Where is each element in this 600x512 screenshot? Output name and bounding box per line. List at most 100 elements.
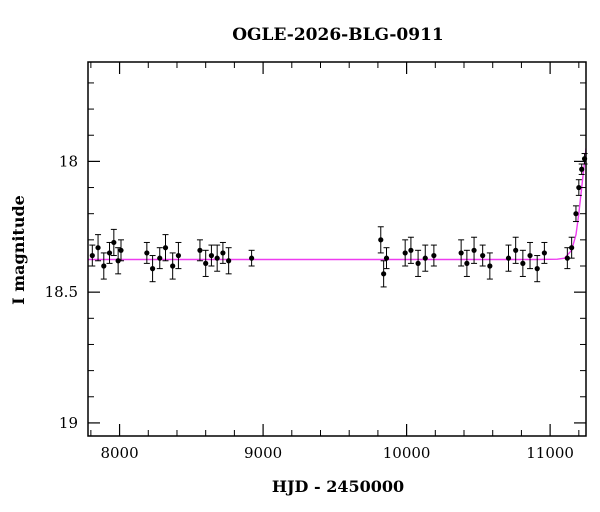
data-marker [520,260,526,266]
data-point [519,249,526,277]
data-marker [170,263,176,269]
data-marker [118,247,124,253]
data-marker [408,247,414,253]
y-axis-label: I magnitude [9,195,28,305]
data-point [527,241,534,270]
data-marker [573,211,579,217]
data-marker [162,245,169,251]
data-point [479,244,486,267]
data-point [214,244,221,272]
data-point [572,205,579,223]
data-point [162,234,169,262]
data-point [486,252,493,280]
data-point [248,249,255,267]
x-axis-label: HJD - 2450000 [272,477,404,496]
data-point [430,244,437,267]
data-marker [226,258,232,264]
data-point [377,226,384,254]
data-point [458,239,465,267]
data-marker [208,252,215,259]
y-tick-label: 18.5 [45,283,78,301]
data-marker [101,263,107,269]
data-marker [458,250,464,256]
data-point [156,247,163,270]
data-point [118,239,125,262]
data-marker [422,255,428,261]
data-marker [249,255,255,261]
data-marker [203,260,209,266]
data-marker [89,252,95,259]
data-point [575,179,582,196]
data-marker [505,255,512,261]
data-point [95,234,102,262]
data-marker [527,252,533,259]
data-point [512,236,519,264]
data-marker [513,247,519,253]
data-marker [431,252,437,259]
data-point [505,244,512,272]
data-point [402,239,409,267]
x-tick-label: 8000 [100,444,138,462]
plot-area [88,148,588,288]
data-marker [480,252,486,259]
axis-ticks: 8000 9000 10000 11000 18 18.5 19 [45,62,586,462]
data-point [219,241,226,264]
data-marker [220,250,226,256]
data-marker [415,260,421,266]
data-point [380,260,387,288]
data-point [383,247,390,270]
data-marker [144,250,150,256]
data-point [463,249,470,277]
data-point [143,241,150,264]
data-point [568,236,575,259]
data-marker [471,247,477,253]
data-point [202,249,209,277]
data-point [541,241,548,264]
data-point [110,228,117,257]
data-marker [111,239,117,246]
data-point [100,252,107,280]
x-tick-label: 11000 [526,444,574,462]
data-marker [564,255,570,261]
y-tick-label: 19 [59,414,78,432]
data-marker [149,266,156,272]
data-point [169,252,176,280]
data-marker [106,250,113,256]
data-point [407,236,414,264]
data-point [564,247,571,270]
data-marker [579,166,585,172]
data-point [471,236,478,264]
data-marker [576,184,582,191]
data-marker [487,263,493,269]
data-point [422,244,429,272]
x-tick-label: 10000 [383,444,431,462]
data-point [175,241,182,270]
data-marker [402,250,408,256]
y-tick-label: 18 [59,152,78,170]
data-marker [378,237,384,243]
chart-title: OGLE-2026-BLG-0911 [232,25,444,45]
model-curve [88,148,586,261]
data-marker [534,266,540,272]
data-point [225,247,232,275]
data-point [534,255,541,283]
data-marker [569,245,575,251]
data-marker [175,252,182,259]
data-point [208,244,215,267]
x-tick-label: 9000 [244,444,282,462]
data-marker [464,260,470,266]
plot-frame [87,61,587,437]
data-marker [157,255,163,261]
data-point [106,241,113,264]
data-point [89,244,96,267]
data-point [415,249,422,277]
data-marker [197,247,203,253]
data-marker [95,245,101,251]
data-point [196,239,203,262]
data-marker [541,250,547,256]
data-point [149,255,156,283]
data-marker [383,255,390,261]
data-marker [214,255,220,261]
data-marker [381,271,387,277]
